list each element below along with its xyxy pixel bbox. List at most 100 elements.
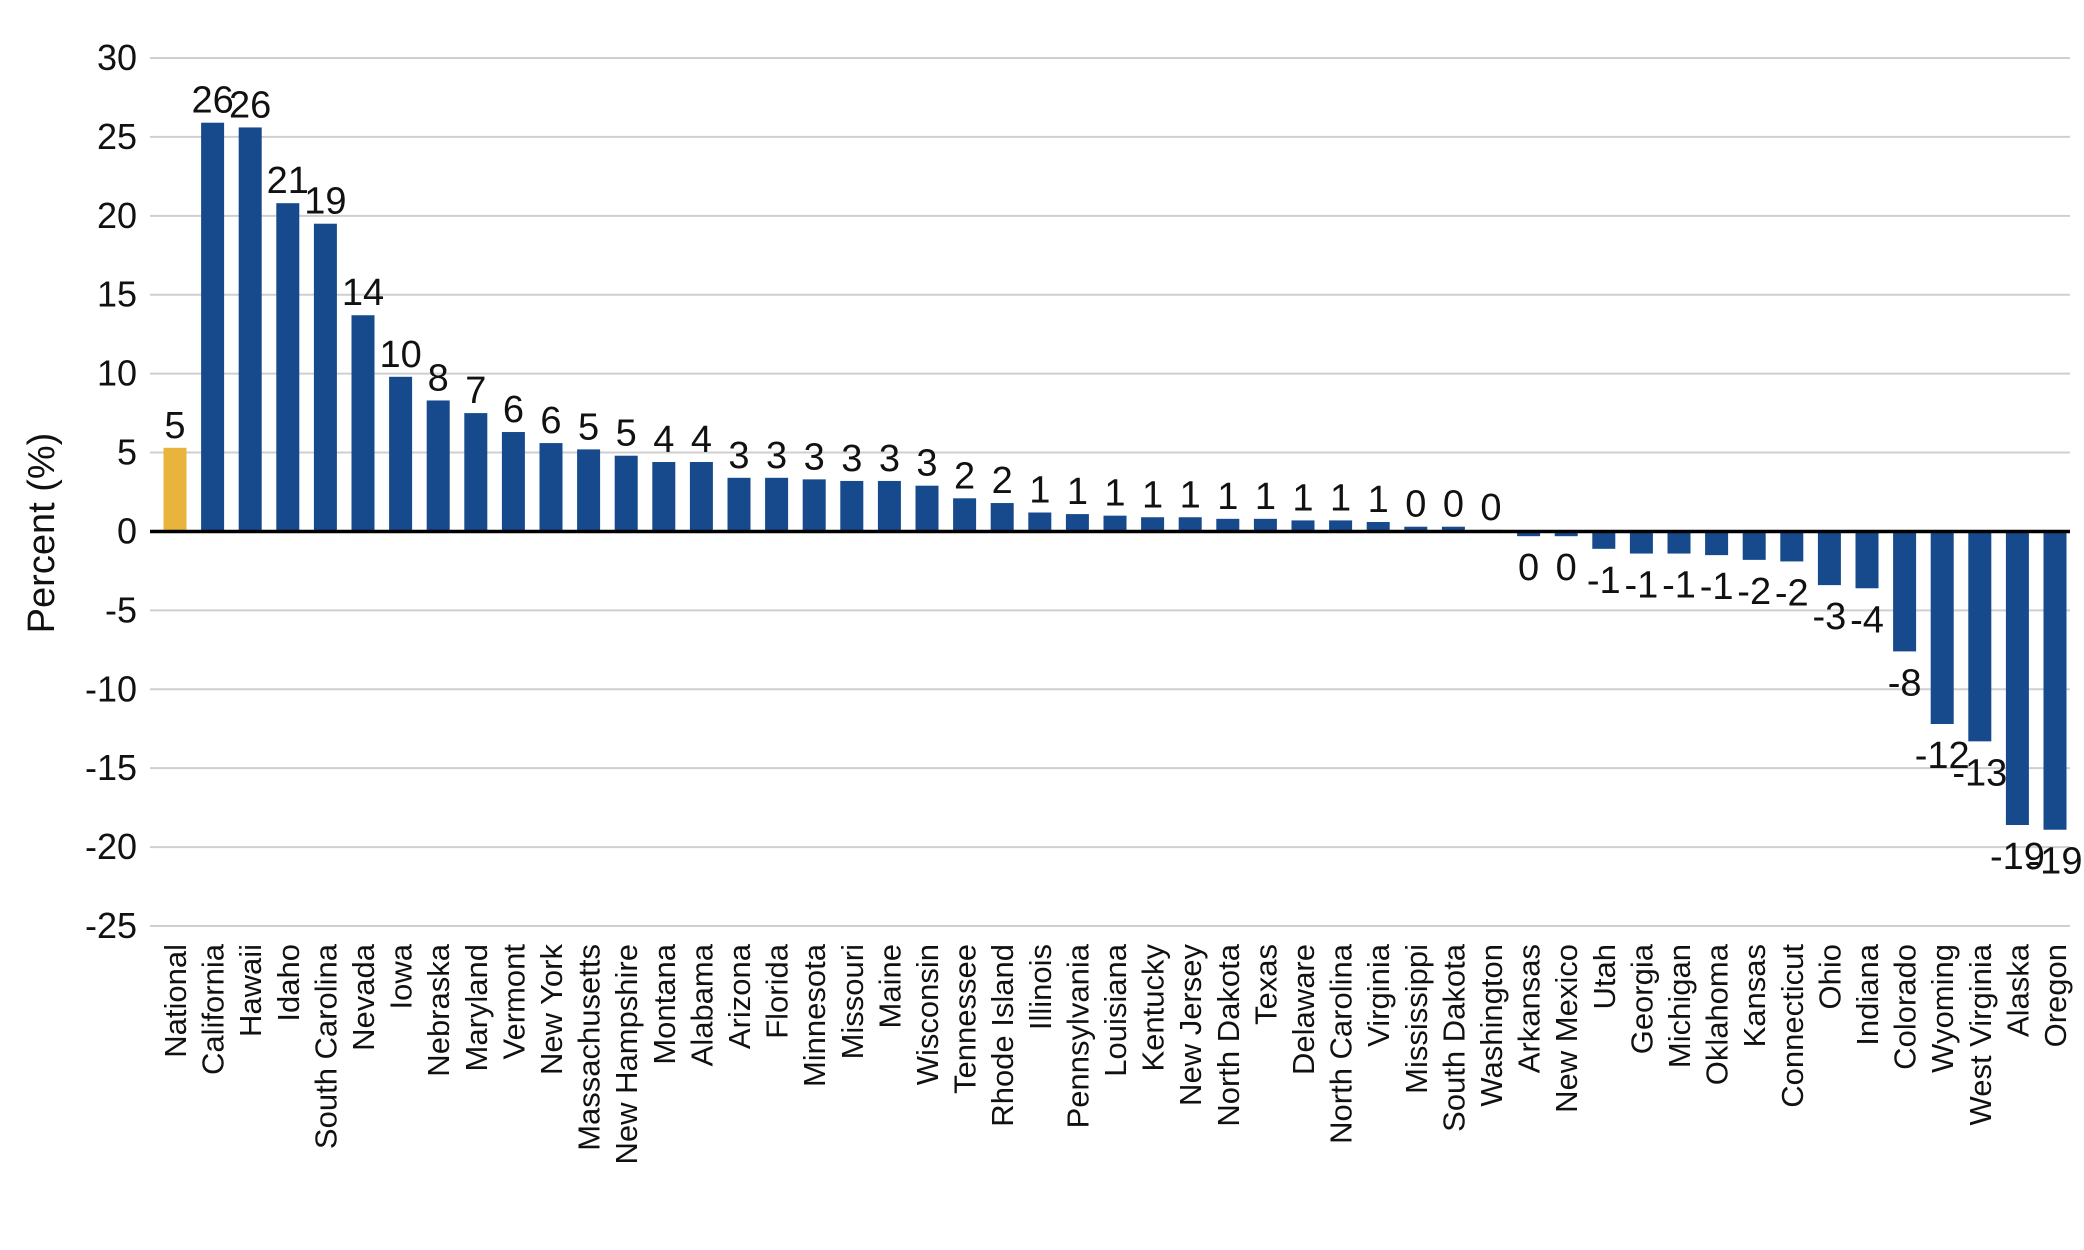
bar xyxy=(1065,514,1089,532)
data-label: 5 xyxy=(164,405,185,447)
bar xyxy=(238,127,262,532)
bar xyxy=(1629,531,1653,554)
data-label: -19 xyxy=(2028,841,2083,883)
category-label: Utah xyxy=(1587,944,1622,1009)
category-label: Missouri xyxy=(835,944,870,1059)
y-tick-label: 20 xyxy=(97,195,137,236)
category-label: New Mexico xyxy=(1549,944,1584,1113)
category-label: Kentucky xyxy=(1136,944,1171,1072)
data-label: 2 xyxy=(954,455,975,497)
y-tick-label: 5 xyxy=(117,432,137,473)
data-label: 1 xyxy=(1292,477,1313,519)
bar xyxy=(1216,518,1240,532)
bar xyxy=(1893,531,1917,652)
category-label: Texas xyxy=(1248,944,1283,1025)
category-label: Colorado xyxy=(1888,944,1923,1070)
bar xyxy=(877,480,901,532)
category-label: Oregon xyxy=(2038,944,2073,1047)
bar xyxy=(2043,531,2067,830)
data-label: 8 xyxy=(428,357,449,399)
category-label: Iowa xyxy=(384,943,419,1009)
data-label: 1 xyxy=(1067,471,1088,513)
data-label: 4 xyxy=(691,419,712,461)
bar xyxy=(1291,520,1315,532)
y-axis-title: Percent (%) xyxy=(21,433,63,634)
data-label: -13 xyxy=(1952,752,2007,794)
bar xyxy=(689,462,713,532)
y-tick-label: 25 xyxy=(97,116,137,157)
data-label: -12 xyxy=(1915,735,1970,777)
data-label: -4 xyxy=(1850,599,1884,641)
y-tick-label: -25 xyxy=(85,905,137,946)
bar xyxy=(1441,526,1465,532)
data-label: 0 xyxy=(1405,484,1426,526)
bar xyxy=(313,223,337,532)
data-label: 6 xyxy=(503,389,524,431)
category-label: Connecticut xyxy=(1775,944,1810,1108)
data-label: 7 xyxy=(465,370,486,412)
bar xyxy=(614,455,638,532)
data-label: 0 xyxy=(1480,487,1501,529)
category-label: Kansas xyxy=(1737,944,1772,1047)
data-label: 1 xyxy=(1368,479,1389,521)
category-label: Indiana xyxy=(1850,943,1885,1045)
bar xyxy=(1253,518,1277,532)
data-label: 19 xyxy=(304,181,346,223)
data-label: -1 xyxy=(1625,565,1659,607)
y-tick-label: -10 xyxy=(85,668,137,709)
category-label: Oklahoma xyxy=(1700,943,1735,1085)
bar xyxy=(1329,520,1353,532)
data-label: 0 xyxy=(1518,547,1539,589)
data-label: -1 xyxy=(1700,566,1734,608)
category-label: Maryland xyxy=(459,944,494,1072)
y-tick-label: 0 xyxy=(117,510,137,551)
bar xyxy=(1930,531,1954,724)
bar xyxy=(1517,531,1541,537)
y-tick-label: 30 xyxy=(97,37,137,78)
bar xyxy=(953,498,977,532)
category-label: South Dakota xyxy=(1436,943,1471,1132)
data-label: 5 xyxy=(616,413,637,455)
category-label: Ohio xyxy=(1812,944,1847,1009)
bar xyxy=(1554,531,1578,537)
data-label: 0 xyxy=(1443,484,1464,526)
y-tick-label: 10 xyxy=(97,353,137,394)
category-label: Minnesota xyxy=(797,943,832,1087)
category-label: New Hampshire xyxy=(609,944,644,1165)
category-label: Hawaii xyxy=(233,944,268,1037)
category-label: Nevada xyxy=(346,943,381,1051)
category-label: Georgia xyxy=(1624,943,1659,1054)
category-label: Mississippi xyxy=(1399,944,1434,1094)
data-label: -2 xyxy=(1737,571,1771,613)
bar xyxy=(1968,531,1992,742)
bar xyxy=(501,432,525,532)
category-label: Nebraska xyxy=(421,943,456,1076)
category-label: Wyoming xyxy=(1925,944,1960,1073)
category-label: North Carolina xyxy=(1324,943,1359,1144)
bar xyxy=(426,400,450,532)
data-label: 1 xyxy=(1180,474,1201,516)
bar xyxy=(1141,517,1165,532)
data-label: -19 xyxy=(1990,836,2045,878)
bar xyxy=(765,477,789,532)
data-label: 6 xyxy=(540,400,561,442)
bar xyxy=(1817,531,1841,586)
bar xyxy=(201,122,225,532)
category-label: Arkansas xyxy=(1512,944,1547,1073)
data-label: 3 xyxy=(916,443,937,485)
data-label: -2 xyxy=(1775,572,1809,614)
data-label: 1 xyxy=(1255,476,1276,518)
bar xyxy=(1855,531,1879,589)
category-label: New York xyxy=(534,944,569,1075)
bar xyxy=(990,503,1014,532)
category-label: Vermont xyxy=(496,944,531,1060)
bars xyxy=(163,122,2067,830)
category-label: California xyxy=(196,943,231,1075)
data-label: 2 xyxy=(992,460,1013,502)
data-label: 21 xyxy=(267,160,309,202)
data-label: 1 xyxy=(1217,476,1238,518)
category-label: West Virginia xyxy=(1963,943,1998,1125)
category-label: New Jersey xyxy=(1173,944,1208,1106)
data-label: 4 xyxy=(653,419,674,461)
